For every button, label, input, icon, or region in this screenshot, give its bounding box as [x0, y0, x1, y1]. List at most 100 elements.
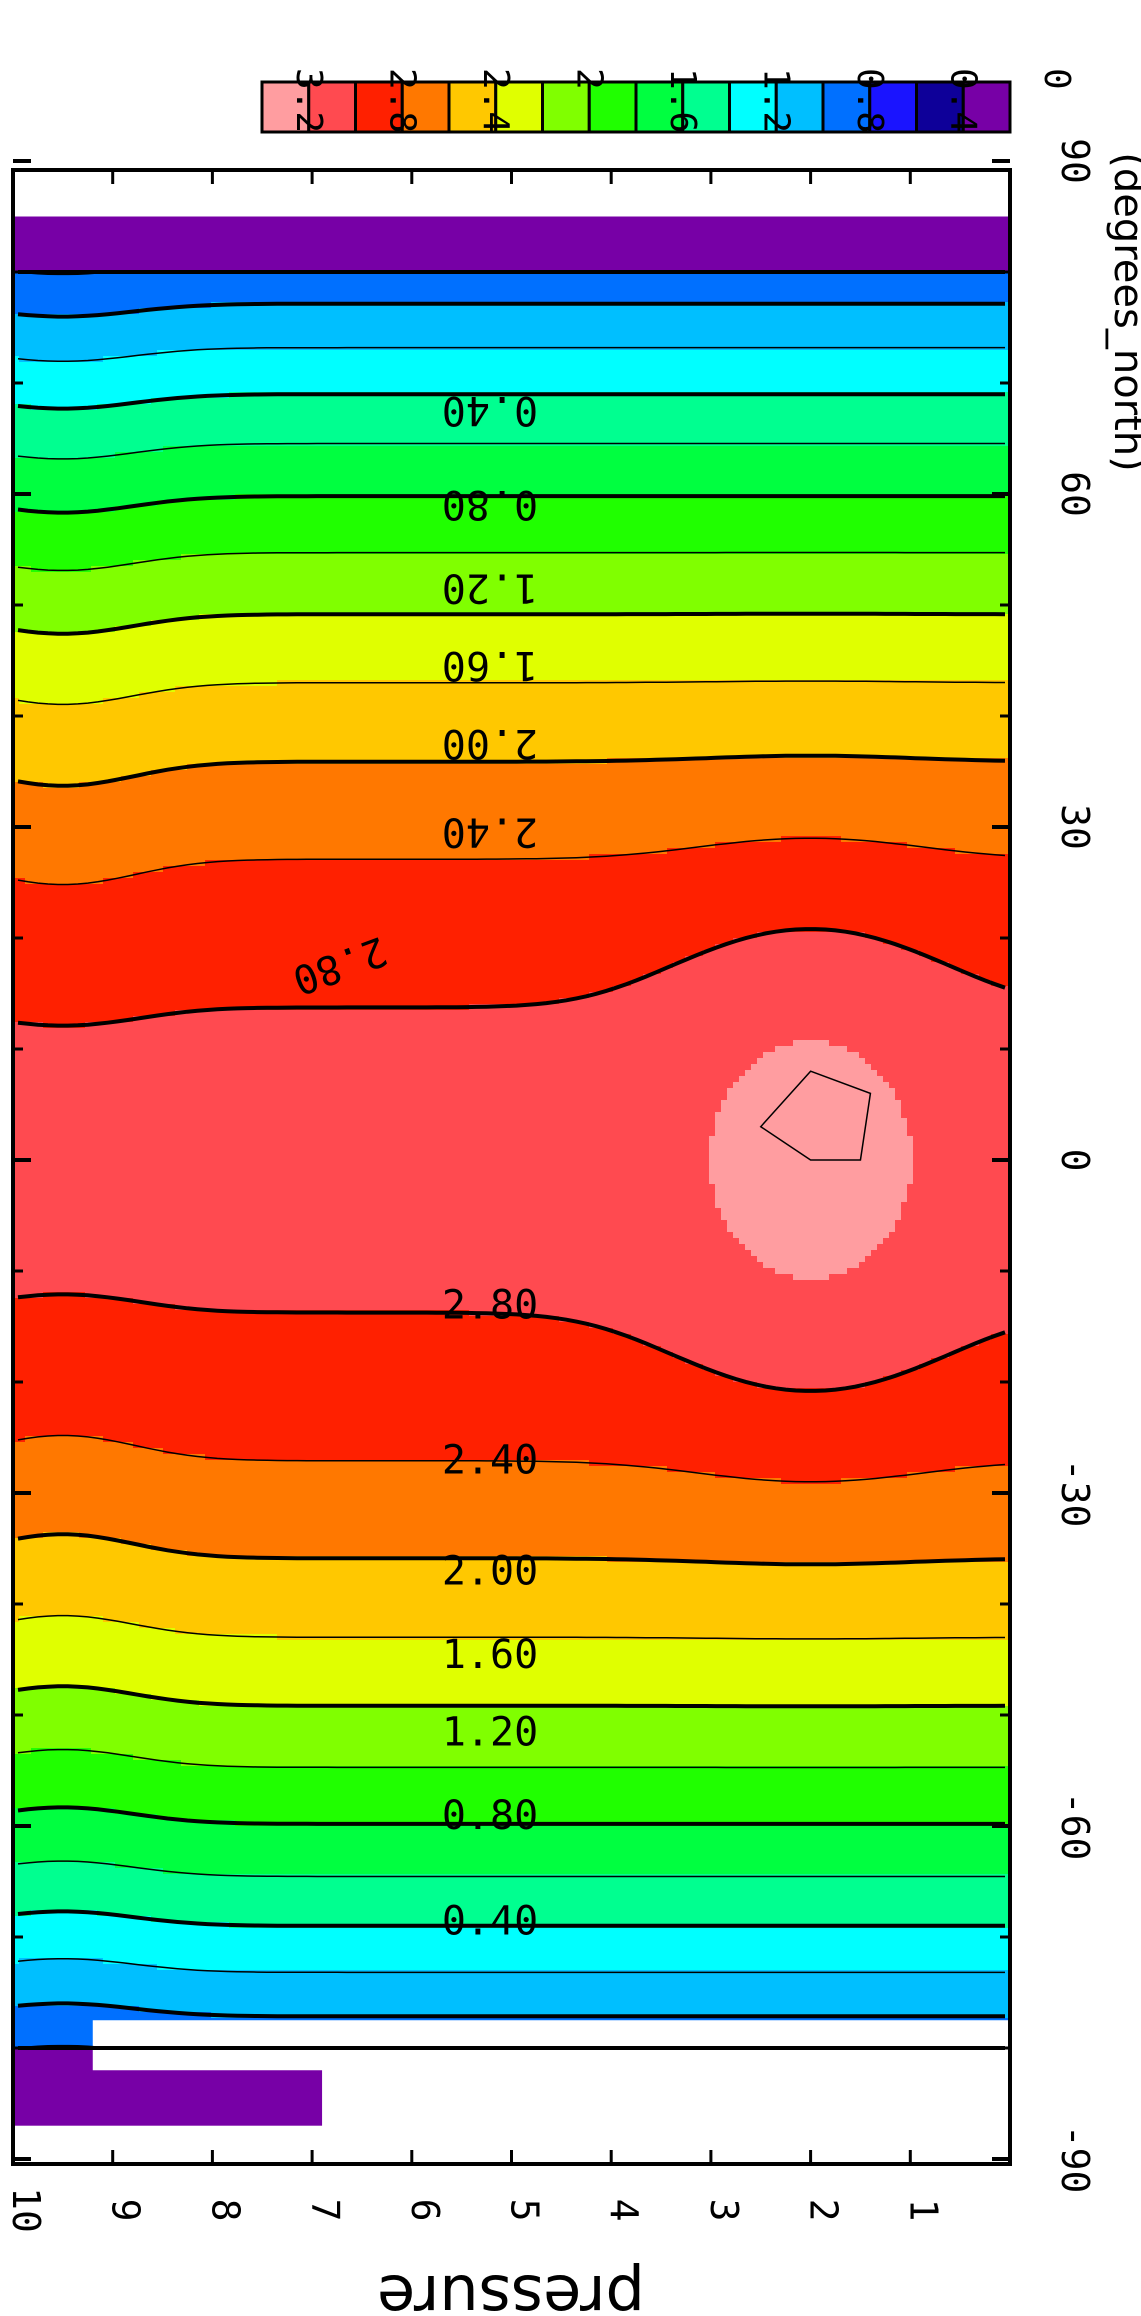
- field-cell: [703, 290, 709, 296]
- field-cell: [559, 278, 565, 284]
- field-cell: [895, 254, 901, 260]
- field-cell: [199, 248, 205, 254]
- field-cell: [79, 248, 85, 254]
- field-cell: [571, 260, 577, 266]
- field-cell: [847, 224, 853, 230]
- field-cell: [319, 242, 325, 248]
- field-cell: [31, 302, 37, 308]
- field-cell: [895, 290, 901, 296]
- field-cell: [175, 230, 181, 236]
- field-cell: [427, 218, 433, 224]
- field-cell: [751, 242, 757, 248]
- field-cell: [427, 254, 433, 260]
- field-cell: [181, 278, 187, 284]
- field-cell: [985, 278, 991, 284]
- field-cell: [901, 278, 907, 284]
- field-cell: [337, 308, 343, 314]
- field-cell: [865, 230, 871, 236]
- field-cell: [649, 278, 655, 284]
- field-cell: [349, 230, 355, 236]
- field-cell: [211, 296, 217, 302]
- field-cell: [595, 248, 601, 254]
- field-cell: [997, 230, 1003, 236]
- field-cell: [811, 242, 817, 248]
- field-cell: [643, 248, 649, 254]
- field-cell: [565, 284, 571, 290]
- field-cell: [547, 230, 553, 236]
- field-cell: [787, 248, 793, 254]
- field-cell: [613, 284, 619, 290]
- field-cell: [187, 278, 193, 284]
- field-cell: [181, 242, 187, 248]
- field-cell: [589, 278, 595, 284]
- field-cell: [379, 260, 385, 266]
- field-cell: [163, 236, 169, 242]
- field-cell: [847, 278, 853, 284]
- field-cell: [373, 290, 379, 296]
- field-cell: [595, 224, 601, 230]
- field-cell: [157, 248, 163, 254]
- field-cell: [853, 290, 859, 296]
- field-cell: [463, 236, 469, 242]
- field-cell: [607, 278, 613, 284]
- field-cell: [991, 290, 997, 296]
- field-cell: [931, 218, 937, 224]
- field-cell: [655, 260, 661, 266]
- field-cell: [349, 308, 355, 314]
- field-cell: [37, 302, 43, 308]
- field-cell: [817, 296, 823, 302]
- field-cell: [703, 296, 709, 302]
- field-cell: [217, 308, 223, 314]
- field-cell: [757, 218, 763, 224]
- field-cell: [31, 230, 37, 236]
- field-cell: [859, 224, 865, 230]
- field-cell: [781, 260, 787, 266]
- field-cell: [103, 296, 109, 302]
- field-cell: [253, 278, 259, 284]
- field-cell: [937, 248, 943, 254]
- field-cell: [607, 242, 613, 248]
- field-cell: [85, 218, 91, 224]
- field-cell: [271, 290, 277, 296]
- field-cell: [967, 296, 973, 302]
- field-cell: [679, 254, 685, 260]
- field-cell: [313, 248, 319, 254]
- field-cell: [895, 224, 901, 230]
- field-cell: [409, 254, 415, 260]
- field-cell: [733, 242, 739, 248]
- field-cell: [937, 218, 943, 224]
- field-cell: [733, 290, 739, 296]
- field-cell: [679, 296, 685, 302]
- field-cell: [67, 230, 73, 236]
- field-cell: [589, 248, 595, 254]
- field-cell: [31, 248, 37, 254]
- field-cell: [421, 296, 427, 302]
- field-cell: [631, 230, 637, 236]
- field-cell: [289, 260, 295, 266]
- field-cell: [325, 224, 331, 230]
- field-cell: [565, 236, 571, 242]
- field-cell: [775, 254, 781, 260]
- field-cell: [415, 278, 421, 284]
- field-cell: [301, 236, 307, 242]
- field-cell: [235, 308, 241, 314]
- field-cell: [43, 278, 49, 284]
- field-cell: [85, 302, 91, 308]
- field-cell: [79, 278, 85, 284]
- field-cell: [577, 218, 583, 224]
- field-cell: [505, 236, 511, 242]
- field-cell: [49, 296, 55, 302]
- field-cell: [637, 254, 643, 260]
- field-cell: [151, 230, 157, 236]
- field-cell: [373, 218, 379, 224]
- field-cell: [805, 290, 811, 296]
- field-cell: [979, 296, 985, 302]
- field-cell: [355, 236, 361, 242]
- field-cell: [85, 248, 91, 254]
- field-cell: [859, 290, 865, 296]
- field-cell: [409, 248, 415, 254]
- field-cell: [529, 230, 535, 236]
- field-cell: [661, 230, 667, 236]
- field-cell: [421, 242, 427, 248]
- field-cell: [721, 224, 727, 230]
